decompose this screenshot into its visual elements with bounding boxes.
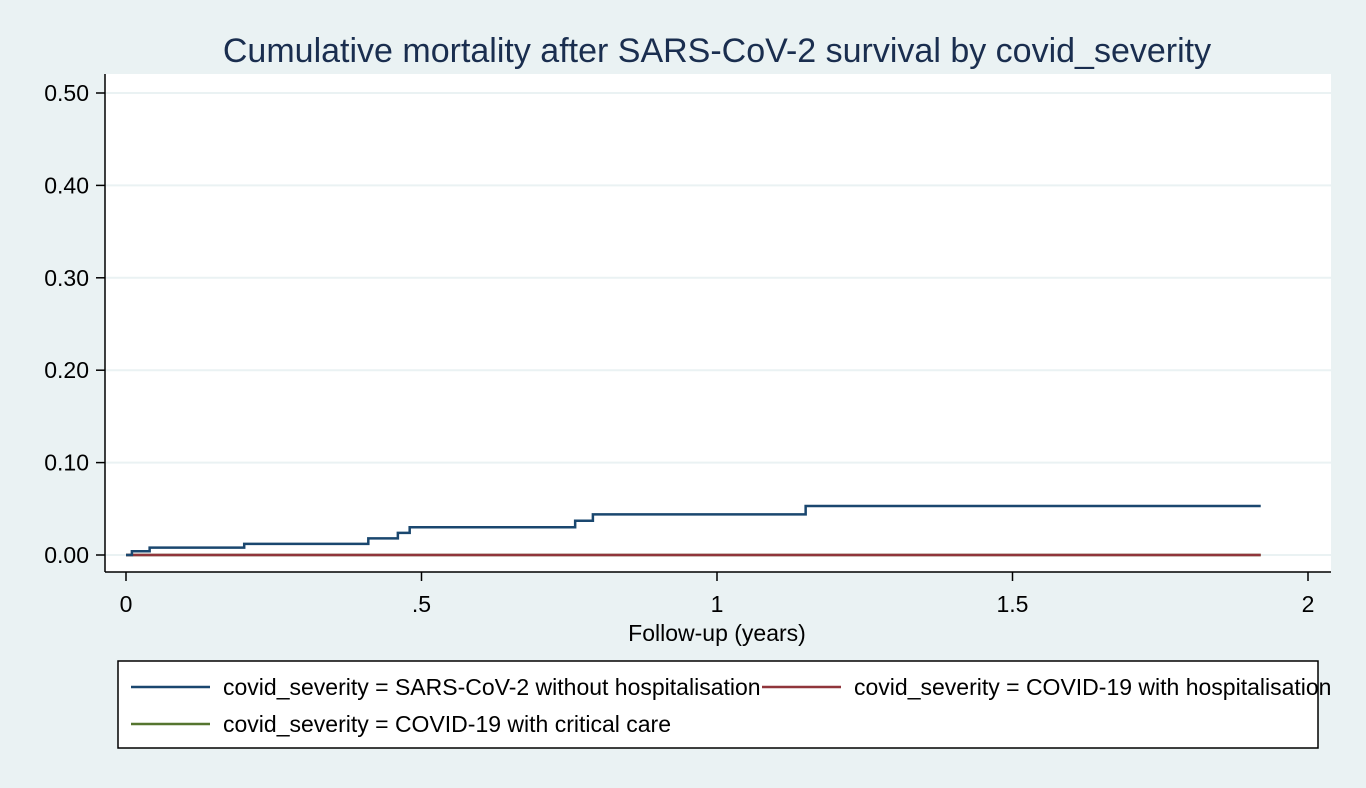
plot-area	[105, 74, 1331, 572]
y-tick-label: 0.20	[44, 357, 89, 383]
y-tick-label: 0.40	[44, 172, 89, 198]
x-axis-label: Follow-up (years)	[628, 620, 806, 646]
x-tick-label: .5	[412, 591, 431, 617]
y-axis-ticks: 0.00 0.10 0.20 0.30 0.40 0.50	[44, 80, 105, 568]
y-tick-label: 0.50	[44, 80, 89, 106]
y-tick-label: 0.30	[44, 265, 89, 291]
legend-label: covid_severity = SARS-CoV-2 without hosp…	[223, 674, 761, 700]
legend-box	[117, 660, 1319, 749]
x-tick-label: 2	[1302, 591, 1315, 617]
x-axis-ticks: 0 .5 1 1.5 2	[120, 572, 1315, 617]
x-tick-label: 1.5	[997, 591, 1029, 617]
y-tick-label: 0.00	[44, 542, 89, 568]
x-tick-label: 1	[711, 591, 724, 617]
legend-label: covid_severity = COVID-19 with hospitali…	[854, 674, 1331, 700]
series-group	[126, 504, 1261, 557]
series-line-sars-cov-2-without-hospitalisation	[126, 504, 1261, 557]
y-tick-label: 0.10	[44, 450, 89, 476]
x-tick-label: 0	[120, 591, 133, 617]
legend-label: covid_severity = COVID-19 with critical …	[223, 711, 671, 737]
chart-title: Cumulative mortality after SARS-CoV-2 su…	[223, 32, 1211, 70]
legend: covid_severity = SARS-CoV-2 without hosp…	[131, 674, 1331, 737]
